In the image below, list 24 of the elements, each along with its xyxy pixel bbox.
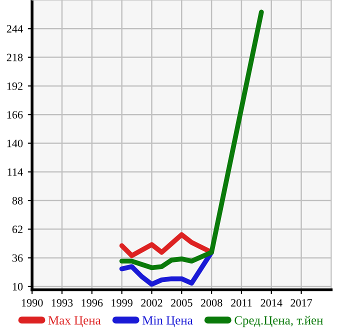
y-tick-label: 62 bbox=[12, 226, 22, 234]
x-tick-label: 2011 bbox=[231, 299, 252, 307]
x-tick-label: 2002 bbox=[141, 299, 162, 307]
x-tick-label: 1996 bbox=[82, 299, 103, 307]
x-tick-label: 1999 bbox=[112, 299, 132, 307]
legend-label: Max Цена bbox=[48, 316, 101, 328]
y-tick-label: 36 bbox=[12, 254, 23, 262]
y-tick-label: 140 bbox=[7, 140, 23, 148]
x-tick-label: 2008 bbox=[200, 299, 222, 307]
y-tick-label: 166 bbox=[7, 111, 23, 119]
x-tick-label: 2014 bbox=[260, 299, 282, 307]
x-tick-label: 1993 bbox=[52, 299, 73, 307]
x-tick-label: 2017 bbox=[290, 299, 312, 307]
y-tick-label: 218 bbox=[6, 54, 23, 62]
y-tick-label: 244 bbox=[6, 25, 23, 32]
x-tick-label: 2005 bbox=[171, 299, 192, 307]
x-tick-label: 1990 bbox=[22, 299, 43, 307]
y-tick-label: 88 bbox=[12, 196, 23, 204]
y-tick-label: 114 bbox=[8, 168, 23, 176]
legend-label: Min Цена bbox=[142, 316, 193, 328]
line-series bbox=[119, 10, 264, 270]
y-tick-label: 10 bbox=[12, 282, 23, 290]
legend-label: Сред.Цена, т.йен bbox=[234, 316, 323, 328]
y-tick-label: 192 bbox=[7, 82, 22, 90]
